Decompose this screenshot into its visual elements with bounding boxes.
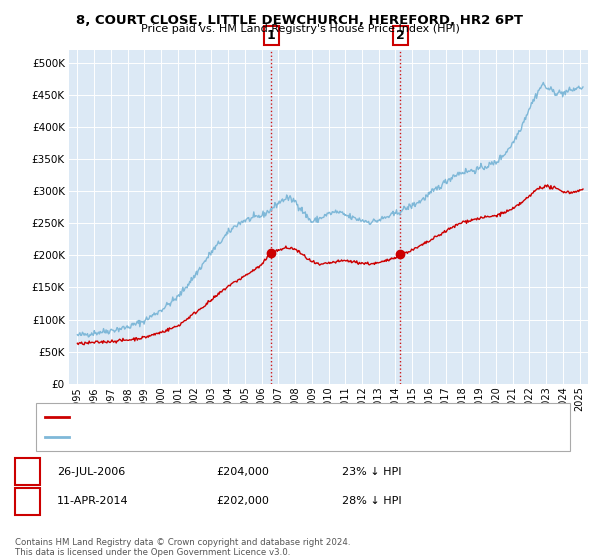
Text: Contains HM Land Registry data © Crown copyright and database right 2024.
This d: Contains HM Land Registry data © Crown c… — [15, 538, 350, 557]
Text: 26-JUL-2006: 26-JUL-2006 — [57, 466, 125, 477]
Text: 2: 2 — [23, 494, 32, 508]
Text: £202,000: £202,000 — [216, 496, 269, 506]
Text: 11-APR-2014: 11-APR-2014 — [57, 496, 128, 506]
Text: 1: 1 — [267, 29, 275, 42]
Text: 23% ↓ HPI: 23% ↓ HPI — [342, 466, 401, 477]
Text: HPI: Average price, detached house, Herefordshire: HPI: Average price, detached house, Here… — [75, 432, 328, 442]
Text: £204,000: £204,000 — [216, 466, 269, 477]
Text: 1: 1 — [23, 465, 32, 478]
Text: 8, COURT CLOSE, LITTLE DEWCHURCH, HEREFORD, HR2 6PT (detached house): 8, COURT CLOSE, LITTLE DEWCHURCH, HEREFO… — [75, 412, 466, 422]
Text: Price paid vs. HM Land Registry's House Price Index (HPI): Price paid vs. HM Land Registry's House … — [140, 24, 460, 34]
Text: 8, COURT CLOSE, LITTLE DEWCHURCH, HEREFORD, HR2 6PT: 8, COURT CLOSE, LITTLE DEWCHURCH, HEREFO… — [77, 14, 523, 27]
Text: 2: 2 — [396, 29, 404, 42]
Text: 28% ↓ HPI: 28% ↓ HPI — [342, 496, 401, 506]
